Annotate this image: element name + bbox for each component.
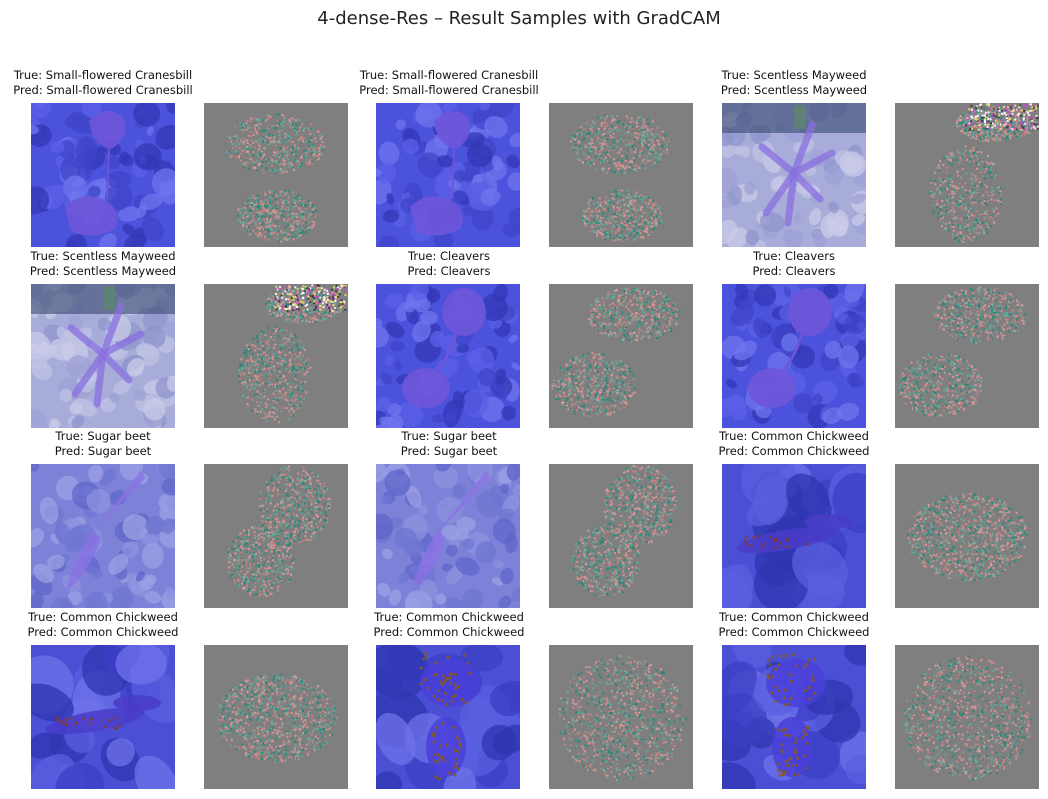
sample-image — [376, 284, 520, 428]
true-label: True: Common Chickweed — [719, 610, 869, 624]
sample-caption: True: Scentless Mayweed Pred: Scentless … — [0, 249, 223, 279]
pred-label: Pred: Scentless Mayweed — [720, 83, 868, 97]
sample-caption: True: Common Chickweed Pred: Common Chic… — [0, 610, 223, 640]
pred-label: Pred: Common Chickweed — [718, 444, 870, 458]
gradcam-image — [895, 645, 1039, 789]
sample-caption: True: Cleavers Pred: Cleavers — [329, 249, 569, 279]
gradcam-image — [549, 464, 693, 608]
gradcam-image — [204, 103, 348, 247]
sample-caption: True: Small-flowered Cranesbill Pred: Sm… — [0, 68, 223, 98]
figure-title: 4-dense-Res – Result Samples with GradCA… — [317, 8, 721, 29]
gradcam-image — [204, 284, 348, 428]
true-label: True: Small-flowered Cranesbill — [359, 68, 539, 82]
true-label: True: Cleavers — [408, 249, 490, 263]
gradcam-image — [549, 284, 693, 428]
pred-label: Pred: Cleavers — [407, 264, 491, 278]
sample-image — [376, 645, 520, 789]
sample-image — [31, 284, 175, 428]
gradcam-image — [895, 464, 1039, 608]
pred-label: Pred: Scentless Mayweed — [29, 264, 177, 278]
gradcam-image — [549, 645, 693, 789]
sample-caption: True: Sugar beet Pred: Sugar beet — [0, 429, 223, 459]
sample-caption: True: Scentless Mayweed Pred: Scentless … — [674, 68, 914, 98]
sample-caption: True: Common Chickweed Pred: Common Chic… — [329, 610, 569, 640]
pred-label: Pred: Small-flowered Cranesbill — [13, 83, 193, 97]
true-label: True: Common Chickweed — [374, 610, 524, 624]
gradcam-image — [204, 464, 348, 608]
sample-caption: True: Sugar beet Pred: Sugar beet — [329, 429, 569, 459]
sample-caption: True: Common Chickweed Pred: Common Chic… — [674, 429, 914, 459]
gradcam-image — [895, 103, 1039, 247]
pred-label: Pred: Cleavers — [752, 264, 836, 278]
pred-label: Pred: Common Chickweed — [27, 625, 179, 639]
sample-image — [722, 284, 866, 428]
true-label: True: Sugar beet — [55, 429, 151, 443]
sample-caption: True: Cleavers Pred: Cleavers — [674, 249, 914, 279]
pred-label: Pred: Sugar beet — [400, 444, 498, 458]
pred-label: Pred: Sugar beet — [54, 444, 152, 458]
sample-image — [31, 645, 175, 789]
sample-caption: True: Small-flowered Cranesbill Pred: Sm… — [329, 68, 569, 98]
true-label: True: Scentless Mayweed — [30, 249, 176, 263]
sample-image — [722, 645, 866, 789]
pred-label: Pred: Common Chickweed — [718, 625, 870, 639]
sample-image — [376, 464, 520, 608]
sample-image — [31, 103, 175, 247]
true-label: True: Cleavers — [753, 249, 835, 263]
pred-label: Pred: Small-flowered Cranesbill — [359, 83, 539, 97]
true-label: True: Scentless Mayweed — [721, 68, 867, 82]
gradcam-image — [204, 645, 348, 789]
gradcam-image — [549, 103, 693, 247]
sample-caption: True: Common Chickweed Pred: Common Chic… — [674, 610, 914, 640]
true-label: True: Small-flowered Cranesbill — [13, 68, 193, 82]
true-label: True: Common Chickweed — [719, 429, 869, 443]
gradcam-image — [895, 284, 1039, 428]
true-label: True: Sugar beet — [401, 429, 497, 443]
sample-image — [376, 103, 520, 247]
pred-label: Pred: Common Chickweed — [373, 625, 525, 639]
true-label: True: Common Chickweed — [28, 610, 178, 624]
sample-image — [31, 464, 175, 608]
sample-image — [722, 464, 866, 608]
sample-image — [722, 103, 866, 247]
